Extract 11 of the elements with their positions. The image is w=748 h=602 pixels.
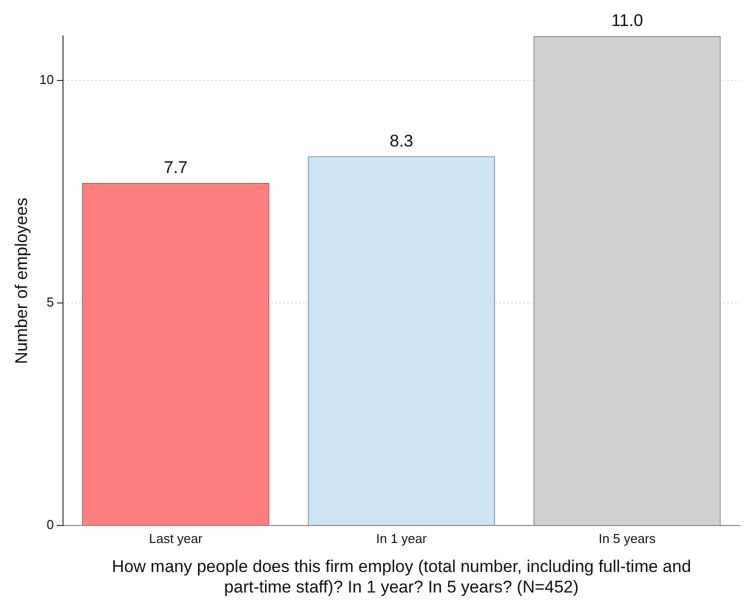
x-axis-title: How many people does this firm employ (total number, including full-time and part-time staff)? In 1 year? In 5 years? (N=452) <box>112 557 692 596</box>
data-label: 7.7 <box>164 158 188 178</box>
x-tick-label: Last year <box>148 530 204 546</box>
y-tick-label: 0 <box>46 517 54 532</box>
data-label: 11.0 <box>611 11 644 30</box>
y-tick-label: 5 <box>46 294 54 310</box>
y-axis-title: Number of employees <box>12 198 31 364</box>
y-tick-label: 10 <box>39 72 54 88</box>
data-label: 8.3 <box>390 131 414 150</box>
x-tick-label: In 5 years <box>598 530 656 546</box>
x-tick-label: In 1 year <box>376 530 428 546</box>
